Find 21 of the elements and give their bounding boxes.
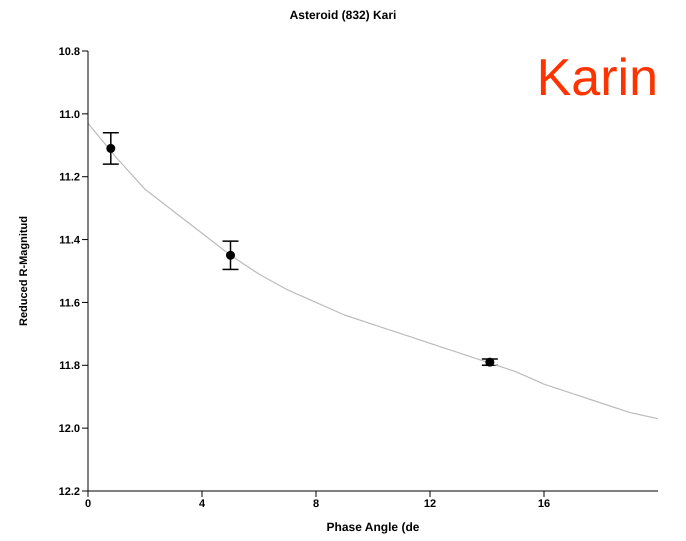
point [106, 144, 116, 153]
y-tick-label: 12.0 [58, 423, 80, 436]
x-tick-label: 16 [538, 498, 550, 510]
x-tick-label: 8 [312, 498, 320, 510]
y-tick-label: 11.8 [59, 360, 80, 372]
line-series [88, 122, 658, 420]
x-tick-label: 0 [84, 498, 92, 510]
x-tick-label: 4 [198, 498, 206, 510]
y-tick-label: 12.2 [58, 486, 80, 498]
y-tick-label: 11.6 [59, 297, 80, 310]
chart-title: Asteroid (832) Kari [288, 8, 398, 22]
y-tick-label: 10.8 [58, 46, 80, 58]
x-axis-title: Phase Angle (de [326, 520, 420, 534]
y-tick-label: 11.4 [59, 234, 81, 246]
y-tick-label: 11.2 [59, 172, 80, 184]
x-tick-label: 12 [424, 498, 436, 510]
y-tick-label: 11.0 [59, 108, 80, 121]
point [226, 250, 236, 260]
point [485, 358, 494, 367]
annotation: Karin [536, 48, 658, 108]
y-axis-title: Reduced R-Magnitud [18, 216, 30, 326]
